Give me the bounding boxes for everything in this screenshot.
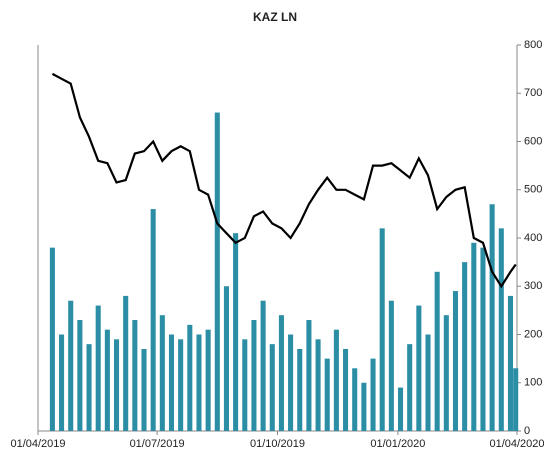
volume-bar — [452, 291, 459, 431]
x-tick-label: 01/07/2019 — [130, 438, 185, 450]
volume-bar — [306, 320, 312, 431]
volume-bar — [233, 233, 239, 431]
volume-bar — [104, 329, 110, 431]
volume-bar — [68, 300, 74, 431]
volume-bar — [141, 348, 147, 431]
y-tick-label: 100 — [524, 377, 542, 389]
volume-bar — [187, 324, 193, 431]
volume-bar — [498, 228, 504, 431]
volume-bar — [471, 242, 477, 431]
volume-bar — [361, 382, 367, 431]
volume-bar — [159, 315, 165, 431]
volume-bar — [123, 295, 129, 431]
volume-bar — [480, 247, 486, 431]
y-tick-label: 600 — [524, 135, 542, 147]
volume-bar — [251, 320, 257, 431]
volume-bar — [77, 320, 83, 431]
volume-bar — [416, 305, 422, 431]
chart-title: KAZ LN — [253, 10, 297, 24]
volume-bar — [324, 358, 330, 431]
volume-bar — [178, 339, 184, 431]
volume-bar — [434, 271, 440, 431]
volume-bar — [260, 300, 266, 431]
volume-bar — [95, 305, 101, 431]
y-tick-label: 0 — [524, 425, 530, 437]
volume-bar — [397, 387, 404, 431]
volume-bar — [297, 348, 303, 431]
volume-bar — [315, 339, 321, 431]
volume-bar — [333, 329, 339, 431]
price-line — [51, 72, 517, 289]
volume-bar — [214, 112, 220, 432]
volume-bar — [352, 368, 358, 431]
y-tick-label: 800 — [524, 39, 542, 51]
y-tick-label: 300 — [524, 280, 542, 292]
volume-bar — [223, 286, 229, 431]
y-tick-label: 200 — [524, 328, 542, 340]
x-tick-label: 01/04/2020 — [489, 438, 544, 450]
x-tick-label: 01/01/2020 — [370, 438, 425, 450]
volume-bar — [370, 358, 376, 431]
volume-bar — [242, 339, 248, 431]
volume-bar — [132, 320, 138, 431]
volume-bar — [462, 262, 468, 431]
volume-bar — [269, 344, 275, 431]
x-tick-label: 01/10/2019 — [250, 438, 305, 450]
volume-bar — [489, 204, 495, 431]
volume-bar — [278, 315, 284, 431]
volume-bar — [150, 209, 156, 431]
y-tick-label: 700 — [524, 87, 542, 99]
volume-bar — [168, 334, 175, 431]
volume-bar — [507, 295, 513, 431]
volume-bar — [379, 228, 385, 431]
volume-bar — [59, 334, 65, 431]
volume-bar — [388, 300, 394, 431]
volume-bar — [196, 334, 202, 431]
volume-bar — [113, 339, 120, 431]
y-tick-label: 500 — [524, 184, 542, 196]
volume-bar — [343, 348, 349, 431]
volume-bar — [205, 329, 211, 431]
volume-bar — [443, 315, 449, 431]
volume-bar — [288, 334, 294, 431]
volume-bar — [425, 334, 431, 431]
volume-bar — [49, 247, 55, 431]
volume-bar — [407, 344, 413, 431]
y-tick-label: 400 — [524, 232, 542, 244]
volume-bar — [513, 368, 519, 431]
x-tick-label: 01/04/2019 — [10, 438, 65, 450]
volume-bar — [86, 344, 92, 431]
